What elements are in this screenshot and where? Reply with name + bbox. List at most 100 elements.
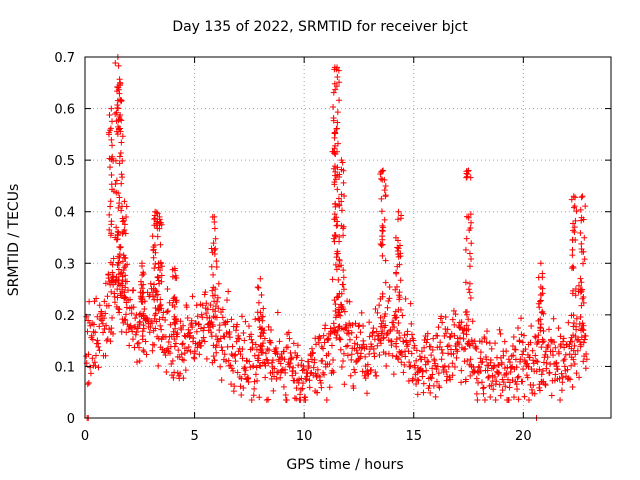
data-point	[339, 358, 346, 365]
data-point	[248, 336, 255, 343]
data-point	[407, 363, 414, 370]
data-point	[444, 343, 451, 350]
data-point	[224, 318, 231, 325]
data-point	[340, 274, 347, 281]
data-point	[524, 360, 531, 367]
data-point	[449, 316, 456, 323]
data-point	[189, 324, 196, 331]
data-point	[330, 369, 337, 376]
data-point	[336, 324, 343, 331]
data-point	[121, 316, 128, 323]
x-tick-label: 20	[515, 429, 532, 444]
data-point	[146, 291, 153, 298]
data-point	[404, 328, 411, 335]
data-point	[110, 273, 117, 280]
data-point	[382, 279, 389, 286]
data-point	[280, 348, 287, 355]
data-point	[290, 364, 297, 371]
data-point	[249, 339, 256, 346]
data-point	[525, 396, 532, 403]
data-point	[122, 311, 129, 318]
data-point	[564, 366, 571, 373]
data-point	[317, 335, 324, 342]
data-point	[421, 344, 428, 351]
data-point	[573, 208, 580, 215]
data-point	[395, 245, 402, 252]
data-point	[390, 371, 397, 378]
data-point	[151, 265, 158, 272]
data-point	[378, 330, 385, 337]
data-point	[462, 376, 469, 383]
data-point	[113, 109, 120, 116]
data-point	[337, 336, 344, 343]
data-point	[334, 186, 341, 193]
data-point	[395, 216, 402, 223]
data-point	[114, 101, 121, 108]
data-point	[478, 359, 485, 366]
data-point	[123, 203, 130, 210]
data-point	[336, 97, 343, 104]
data-point	[453, 354, 460, 361]
data-point	[543, 359, 550, 366]
data-point	[230, 388, 237, 395]
data-point	[233, 338, 240, 345]
data-point	[164, 309, 171, 316]
data-point	[281, 356, 288, 363]
data-point	[568, 265, 575, 272]
data-point	[366, 333, 373, 340]
data-point	[380, 334, 387, 341]
data-point	[228, 316, 235, 323]
data-point	[555, 325, 562, 332]
data-point	[522, 346, 529, 353]
data-point	[360, 323, 367, 330]
data-point	[485, 374, 492, 381]
data-point	[569, 263, 576, 270]
chart-title: Day 135 of 2022, SRMTID for receiver bjc…	[172, 19, 468, 35]
data-point	[538, 371, 545, 378]
data-point	[114, 97, 121, 104]
data-point	[480, 384, 487, 391]
data-point	[260, 330, 267, 337]
data-point	[259, 317, 266, 324]
data-point	[484, 367, 491, 374]
data-point	[384, 304, 391, 311]
data-point	[452, 311, 459, 318]
data-point	[445, 342, 452, 349]
data-point	[116, 194, 123, 201]
data-point	[190, 335, 197, 342]
data-point	[449, 360, 456, 367]
data-point	[294, 352, 301, 359]
data-point	[488, 345, 495, 352]
data-point	[214, 294, 221, 301]
data-point	[374, 309, 381, 316]
data-point	[159, 263, 166, 270]
data-point	[532, 333, 539, 340]
data-point	[301, 366, 308, 373]
data-point	[331, 163, 338, 170]
data-point	[526, 354, 533, 361]
data-point	[465, 316, 472, 323]
data-point	[536, 304, 543, 311]
data-point	[331, 134, 338, 141]
data-point	[101, 298, 108, 305]
data-point	[466, 280, 473, 287]
data-point	[107, 232, 114, 239]
data-point	[393, 343, 400, 350]
data-point	[114, 286, 121, 293]
data-point	[539, 308, 546, 315]
data-point	[84, 381, 91, 388]
data-point	[142, 338, 149, 345]
data-point	[421, 354, 428, 361]
data-point	[110, 255, 117, 262]
data-point	[241, 364, 248, 371]
data-point	[213, 349, 220, 356]
data-point	[200, 327, 207, 334]
data-point	[298, 357, 305, 364]
data-point	[213, 258, 220, 265]
data-point	[578, 194, 585, 201]
data-point	[397, 250, 404, 257]
data-point	[155, 362, 162, 369]
data-point	[150, 254, 157, 261]
data-point	[251, 385, 258, 392]
data-point	[338, 301, 345, 308]
